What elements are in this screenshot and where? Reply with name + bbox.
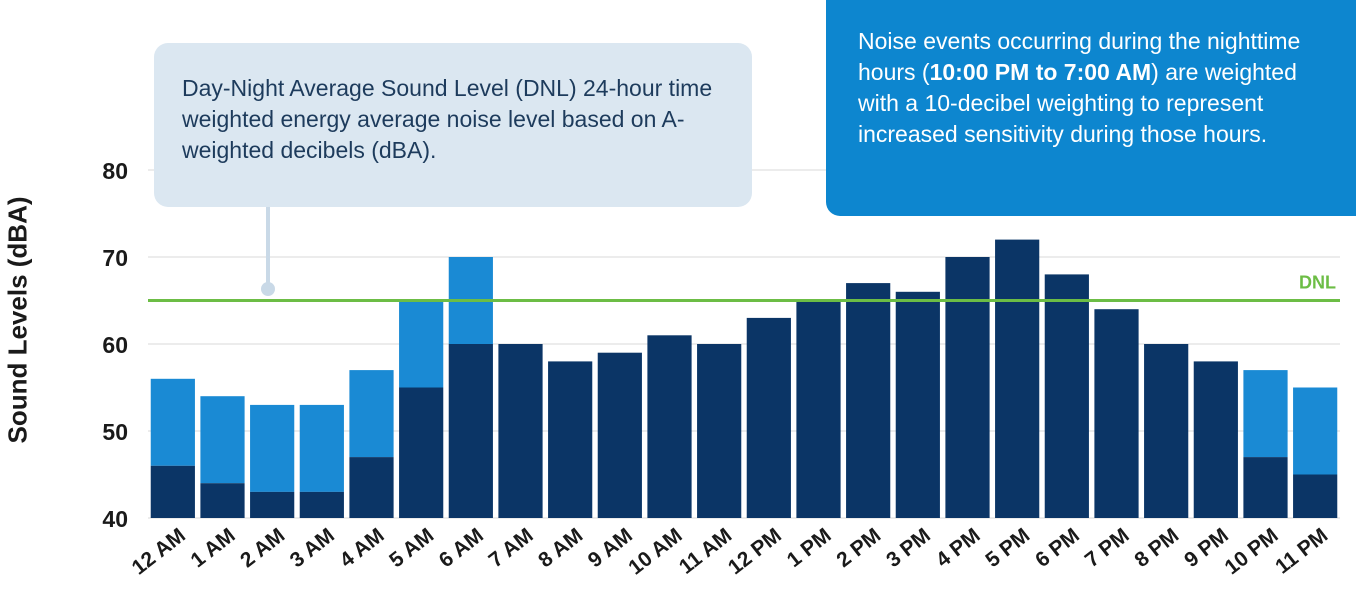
bar-base [548,361,593,518]
bar-base [746,317,791,518]
bar-night-weight [150,378,195,466]
bar-base [1243,457,1288,518]
x-tick-label: 8 PM [1130,524,1183,572]
bar-night-weight [1243,370,1288,458]
x-tick-label: 1 AM [186,524,239,573]
bar-night-weight [399,300,444,388]
y-tick-label: 80 [102,158,128,184]
x-tick-label: 10 AM [624,524,686,580]
x-tick-label: 8 AM [534,524,587,573]
x-tick-label: 4 PM [932,524,985,572]
x-tick-label: 6 PM [1031,524,1084,572]
x-tick-label: 5 AM [385,524,438,573]
y-tick-label: 50 [102,419,128,445]
x-tick-label: 4 AM [335,524,388,573]
y-axis-title: Sound Levels (dBA) [2,196,33,444]
x-tick-label: 2 PM [832,524,885,572]
callout-connector [261,207,275,296]
x-tick-label: 6 AM [435,524,488,573]
x-tick-label: 7 PM [1081,524,1134,572]
bar-base [796,300,841,518]
x-tick-label: 12 PM [724,524,786,579]
bar-base [200,483,245,518]
x-tick-label: 3 PM [882,524,935,572]
bars [150,239,1338,518]
bar-night-weight [250,404,295,492]
bar-night-weight [200,396,245,484]
bar-base [399,387,444,518]
bar-base [299,491,344,518]
bar-base [1144,344,1189,518]
bar-base [995,239,1040,518]
bar-night-weight [1293,387,1338,475]
x-tick-label: 10 PM [1221,524,1283,579]
bar-base [895,291,940,518]
bar-base [349,457,394,518]
x-tick-label: 2 AM [236,524,289,573]
bar-base [846,283,891,518]
bar-base [250,491,295,518]
x-tick-label: 11 PM [1271,524,1332,579]
x-tick-label: 11 AM [675,524,736,579]
night-callout-post: ) are weighted with a 10-decibel weighti… [858,59,1297,147]
night-callout-text: Noise events occurring during the nightt… [858,26,1336,150]
night-callout-pre: Noise events occurring during the nightt… [858,28,1301,85]
bar-night-weight [299,404,344,492]
connector-dot [261,282,275,296]
x-tick-label: 1 PM [783,524,836,572]
bar-base [1293,474,1338,518]
dnl-callout-text: Day-Night Average Sound Level (DNL) 24-h… [182,75,713,163]
x-tick-label: 12 AM [128,524,190,580]
y-tick-label: 40 [102,506,128,532]
bar-base [647,335,692,518]
x-tick-label: 3 AM [286,524,339,573]
bar-base [597,352,642,518]
bar-base [1193,361,1238,518]
dnl-reference: DNL [148,273,1340,302]
bar-base [945,257,990,518]
x-tick-labels: 12 AM1 AM2 AM3 AM4 AM5 AM6 AM7 AM8 AM9 A… [128,524,1333,580]
night-callout-hours: 10:00 PM to 7:00 AM [929,59,1152,85]
bar-base [1094,309,1139,518]
dnl-label: DNL [1299,273,1336,293]
x-tick-label: 7 AM [484,524,537,573]
y-tick-label: 60 [102,332,128,358]
bar-base [1044,274,1089,518]
bar-base [150,465,195,518]
bar-night-weight [349,370,394,458]
bar-base [697,344,742,518]
bar-base [448,344,493,518]
night-callout: Noise events occurring during the nightt… [826,0,1356,216]
x-tick-label: 5 PM [981,524,1034,572]
y-tick-labels: 40 50 60 70 80 [102,158,128,532]
y-tick-label: 70 [102,245,128,271]
dnl-callout: Day-Night Average Sound Level (DNL) 24-h… [154,43,752,207]
bar-base [498,344,543,518]
